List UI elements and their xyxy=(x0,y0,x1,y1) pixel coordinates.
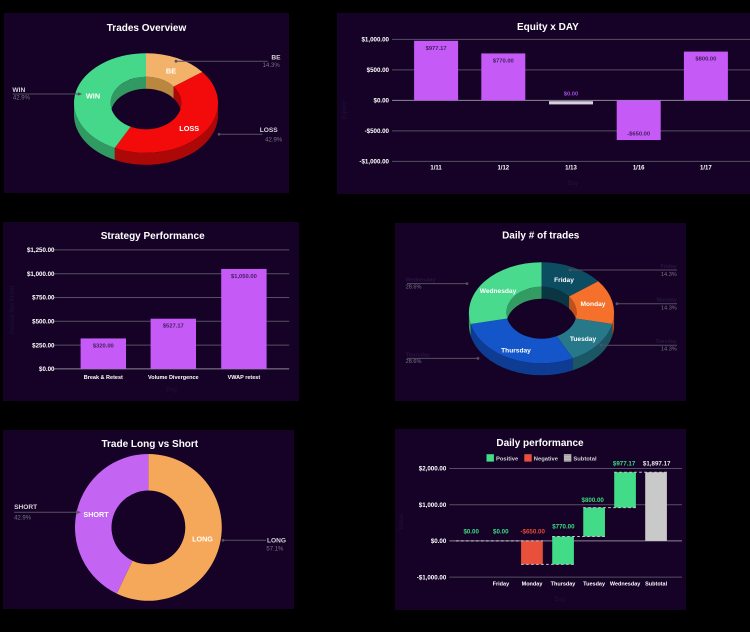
svg-text:LOSS: LOSS xyxy=(260,127,279,134)
svg-text:VWAP retest: VWAP retest xyxy=(228,375,261,381)
svg-text:Thursday: Thursday xyxy=(551,582,577,588)
svg-text:Equity: Equity xyxy=(342,100,348,119)
svg-text:-$1,000.00: -$1,000.00 xyxy=(359,159,389,166)
svg-text:Subtotal: Subtotal xyxy=(573,457,597,463)
svg-text:Positive: Positive xyxy=(496,457,519,463)
svg-text:42.9%: 42.9% xyxy=(265,138,283,144)
svg-text:1/13: 1/13 xyxy=(565,165,577,171)
svg-text:Day: Day xyxy=(567,181,579,187)
svg-text:Negative: Negative xyxy=(534,457,559,463)
svg-text:BE: BE xyxy=(271,54,281,61)
svg-text:1/16: 1/16 xyxy=(633,165,645,171)
svg-text:LOSS: LOSS xyxy=(179,124,199,133)
svg-text:Day: Day xyxy=(554,597,566,603)
svg-text:Tuesday: Tuesday xyxy=(655,339,676,345)
svg-text:LONG: LONG xyxy=(192,535,213,544)
svg-text:Wednesday: Wednesday xyxy=(610,582,641,588)
svg-text:Value: Value xyxy=(399,514,405,530)
svg-text:$770.00: $770.00 xyxy=(493,58,514,64)
svg-text:$0.00: $0.00 xyxy=(564,91,579,97)
svg-text:-$650.00: -$650.00 xyxy=(627,131,650,137)
svg-text:WIN: WIN xyxy=(86,92,100,101)
svg-text:-$650.00: -$650.00 xyxy=(520,529,545,536)
svg-text:Thursday: Thursday xyxy=(501,348,531,355)
svg-text:$977.17: $977.17 xyxy=(426,46,447,52)
svg-text:Wednesday: Wednesday xyxy=(480,288,517,295)
svg-text:Wednesday: Wednesday xyxy=(406,278,436,284)
svg-text:$1,050.00: $1,050.00 xyxy=(231,274,257,280)
svg-text:Friday: Friday xyxy=(493,582,510,588)
svg-text:$500.00: $500.00 xyxy=(32,319,55,326)
svg-text:28.6%: 28.6% xyxy=(406,284,422,290)
svg-text:Trades Overview: Trades Overview xyxy=(107,23,187,34)
svg-text:Daily # of trades: Daily # of trades xyxy=(502,230,580,241)
svg-text:$0.00: $0.00 xyxy=(463,529,479,536)
svg-text:$1,250.00: $1,250.00 xyxy=(27,247,55,254)
svg-text:$320.00: $320.00 xyxy=(93,343,114,349)
svg-text:$0.00: $0.00 xyxy=(493,529,509,536)
svg-text:$0.00: $0.00 xyxy=(374,98,390,105)
svg-text:Tuesday: Tuesday xyxy=(583,582,606,588)
svg-text:Monday: Monday xyxy=(522,582,544,588)
svg-text:Friday: Friday xyxy=(554,277,574,284)
svg-text:-$500.00: -$500.00 xyxy=(365,128,390,135)
svg-text:Tuesday: Tuesday xyxy=(570,336,597,343)
svg-text:LONG: LONG xyxy=(267,537,286,544)
svg-text:$750.00: $750.00 xyxy=(32,295,55,302)
svg-text:$977.17: $977.17 xyxy=(613,460,636,467)
svg-text:$1,000.00: $1,000.00 xyxy=(27,271,55,278)
svg-text:$527.17: $527.17 xyxy=(163,324,184,330)
svg-text:$500.00: $500.00 xyxy=(367,67,390,74)
svg-text:$800.00: $800.00 xyxy=(695,57,716,63)
svg-text:$1,897.17: $1,897.17 xyxy=(643,460,671,467)
svg-text:Thursday: Thursday xyxy=(406,353,430,359)
svg-text:Overall Net Profit: Overall Net Profit xyxy=(10,285,16,334)
svg-text:$800.00: $800.00 xyxy=(582,497,605,504)
svg-text:SHORT: SHORT xyxy=(83,510,109,519)
svg-text:28.6%: 28.6% xyxy=(406,359,422,365)
svg-text:57.1%: 57.1% xyxy=(266,547,284,553)
svg-text:Volume Divergence: Volume Divergence xyxy=(148,375,199,381)
svg-text:-$1,000.00: -$1,000.00 xyxy=(417,574,447,581)
svg-text:$0.00: $0.00 xyxy=(39,366,55,373)
svg-text:$770.00: $770.00 xyxy=(552,524,575,531)
svg-text:14.3%: 14.3% xyxy=(661,306,677,312)
svg-text:WIN: WIN xyxy=(12,87,25,94)
svg-text:1/17: 1/17 xyxy=(700,165,712,171)
svg-text:14.3%: 14.3% xyxy=(263,63,281,69)
svg-text:1/12: 1/12 xyxy=(497,165,509,171)
svg-text:Monday: Monday xyxy=(656,298,676,304)
svg-text:SHORT: SHORT xyxy=(14,504,37,511)
svg-text:Equity x DAY: Equity x DAY xyxy=(517,22,579,33)
svg-text:14.3%: 14.3% xyxy=(661,272,677,278)
svg-text:BE: BE xyxy=(166,67,176,76)
svg-text:Subtotal: Subtotal xyxy=(645,582,667,588)
svg-text:Day: Day xyxy=(166,388,178,394)
svg-text:Break & Retest: Break & Retest xyxy=(84,375,123,381)
svg-text:$1,000.00: $1,000.00 xyxy=(361,37,389,44)
svg-text:42.9%: 42.9% xyxy=(14,516,32,522)
svg-text:42.9%: 42.9% xyxy=(13,96,31,102)
svg-text:Trade Long vs Short: Trade Long vs Short xyxy=(101,439,198,450)
svg-text:$250.00: $250.00 xyxy=(32,342,55,349)
svg-text:$0.00: $0.00 xyxy=(431,538,447,545)
svg-text:14.3%: 14.3% xyxy=(661,346,677,352)
svg-text:Daily performance: Daily performance xyxy=(496,438,584,449)
svg-text:1/11: 1/11 xyxy=(430,165,442,171)
svg-text:$1,000.00: $1,000.00 xyxy=(419,502,447,509)
svg-text:$2,000.00: $2,000.00 xyxy=(419,466,447,473)
svg-text:Strategy Performance: Strategy Performance xyxy=(101,231,205,242)
svg-text:Monday: Monday xyxy=(581,301,606,308)
svg-text:Friday: Friday xyxy=(661,264,677,270)
